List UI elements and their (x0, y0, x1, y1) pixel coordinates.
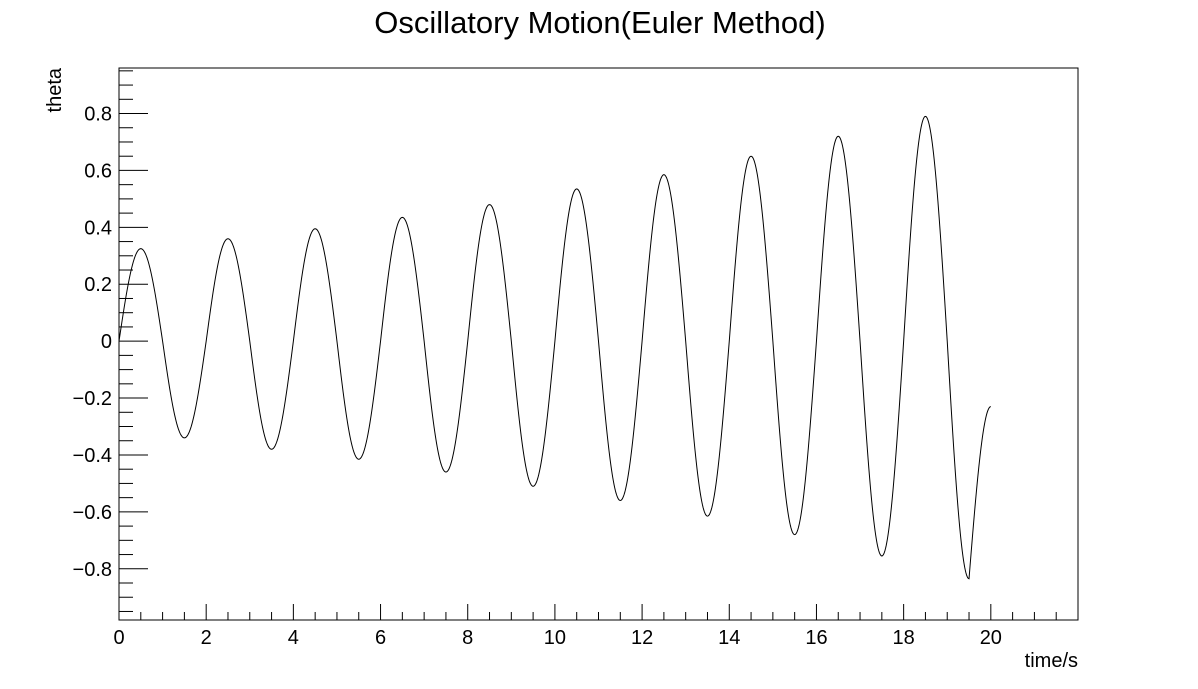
y-tick-label: 0.6 (84, 160, 112, 182)
y-tick-label: −0.8 (73, 559, 112, 581)
y-tick-label: 0.2 (84, 274, 112, 296)
x-tick-label: 6 (375, 627, 386, 649)
y-tick-label: 0 (101, 331, 112, 353)
x-axis-title: time/s (1025, 650, 1078, 672)
x-tick-label: 14 (718, 627, 740, 649)
chart-title: Oscillatory Motion(Euler Method) (374, 5, 825, 40)
x-tick-label: 12 (631, 627, 653, 649)
y-tick-label: −0.4 (73, 445, 112, 467)
x-tick-label: 16 (805, 627, 827, 649)
x-tick-label: 2 (201, 627, 212, 649)
x-tick-label: 18 (893, 627, 915, 649)
x-tick-label: 4 (288, 627, 299, 649)
y-tick-label: 0.8 (84, 104, 112, 126)
x-tick-label: 20 (980, 627, 1002, 649)
y-axis-title: theta (44, 67, 66, 112)
y-tick-label: 0.4 (84, 217, 112, 239)
x-tick-label: 8 (462, 627, 473, 649)
y-tick-label: −0.6 (73, 502, 112, 524)
x-tick-label: 0 (113, 627, 124, 649)
x-tick-label: 10 (544, 627, 566, 649)
y-tick-label: −0.2 (73, 388, 112, 410)
